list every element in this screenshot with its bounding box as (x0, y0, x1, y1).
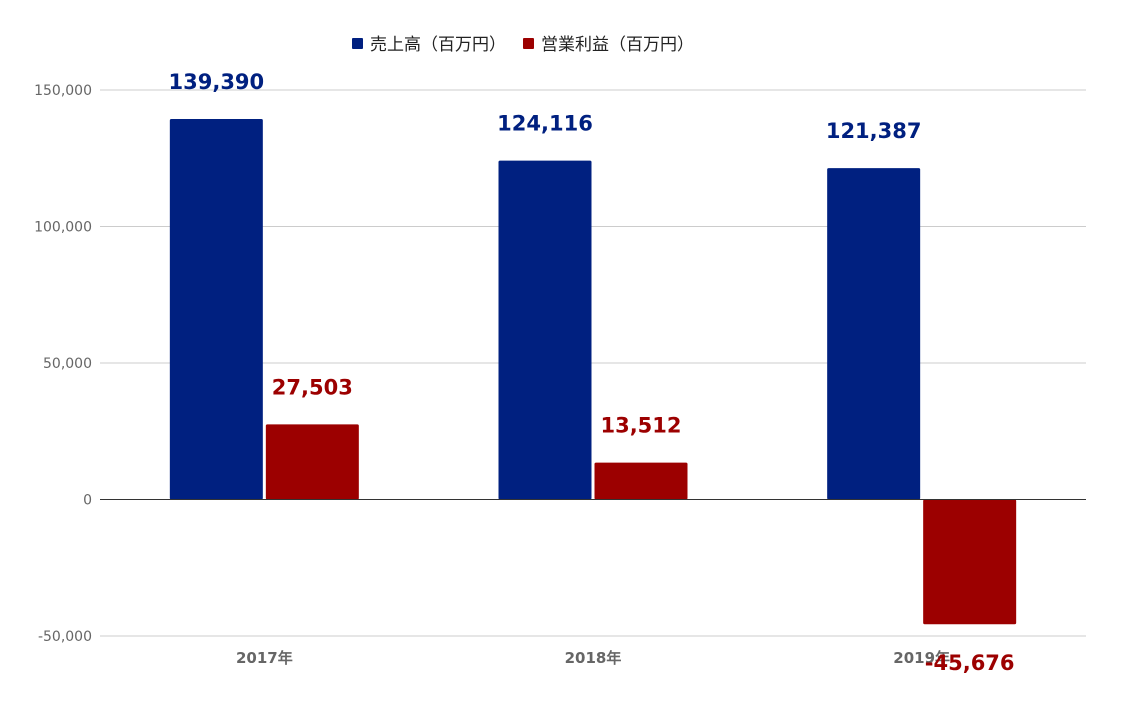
data-label: 27,503 (272, 375, 353, 399)
data-label: 124,116 (497, 112, 593, 136)
bar-sales (169, 118, 263, 500)
data-label: 139,390 (169, 70, 265, 94)
data-label: -45,676 (925, 651, 1015, 675)
legend-swatch (523, 38, 534, 49)
y-tick-label: 100,000 (34, 220, 92, 236)
data-label: 121,387 (826, 119, 922, 143)
x-tick-label: 2018年 (565, 649, 622, 667)
gridlines (100, 89, 1086, 637)
bar-operating-income (265, 424, 359, 500)
y-tick-label: -50,000 (38, 629, 92, 645)
bar-sales (827, 168, 921, 500)
bar-operating-income (594, 462, 688, 500)
data-labels: 139,390 27,503 124,116 13,512 121,387 -45,676 (169, 70, 1015, 675)
y-tick-label: 150,000 (34, 83, 92, 99)
legend: 売上高（百万円） 営業利益（百万円） (352, 35, 694, 55)
x-tick-label: 2017年 (236, 649, 293, 667)
legend-label: 売上高（百万円） (370, 35, 506, 55)
x-axis-ticks: 2017年 2018年 2019年 (236, 649, 950, 667)
bar-sales (498, 160, 592, 500)
bars (169, 118, 1017, 625)
y-tick-label: 50,000 (43, 356, 92, 372)
y-axis-ticks: 150,000 100,000 50,000 0 -50,000 (34, 83, 92, 645)
x-tick-label: 2019年 (893, 649, 950, 667)
bar-operating-income (923, 499, 1017, 625)
data-label: 13,512 (600, 414, 681, 438)
y-tick-label: 0 (83, 493, 92, 509)
legend-label: 営業利益（百万円） (541, 35, 694, 55)
legend-swatch (352, 38, 363, 49)
